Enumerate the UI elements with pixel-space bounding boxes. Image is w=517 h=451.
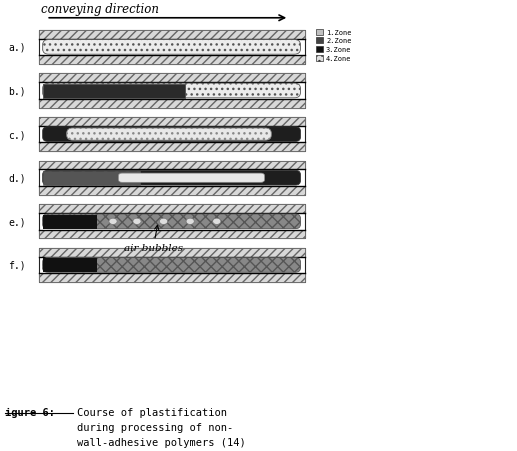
Bar bbox=[39, 230, 305, 239]
Text: conveying direction: conveying direction bbox=[41, 3, 159, 16]
Polygon shape bbox=[43, 259, 97, 273]
Polygon shape bbox=[43, 85, 185, 99]
Ellipse shape bbox=[109, 219, 117, 225]
Bar bbox=[39, 187, 305, 195]
Bar bbox=[39, 74, 305, 83]
Bar bbox=[39, 31, 305, 65]
Bar bbox=[39, 143, 305, 152]
Ellipse shape bbox=[186, 219, 194, 225]
FancyBboxPatch shape bbox=[43, 171, 300, 186]
Text: b.): b.) bbox=[8, 86, 26, 96]
Bar bbox=[39, 249, 305, 257]
Text: wall-adhesive polymers (14): wall-adhesive polymers (14) bbox=[77, 437, 246, 447]
Ellipse shape bbox=[133, 219, 141, 225]
FancyBboxPatch shape bbox=[43, 41, 300, 55]
FancyBboxPatch shape bbox=[43, 258, 300, 273]
Text: c.): c.) bbox=[8, 130, 26, 140]
Text: igure 6:: igure 6: bbox=[5, 407, 55, 418]
Bar bbox=[39, 31, 305, 40]
Text: d.): d.) bbox=[8, 173, 26, 183]
Ellipse shape bbox=[212, 219, 221, 225]
Bar bbox=[39, 118, 305, 127]
Polygon shape bbox=[43, 172, 140, 186]
FancyBboxPatch shape bbox=[43, 84, 300, 99]
Bar bbox=[316, 38, 324, 44]
Bar bbox=[39, 205, 305, 214]
FancyBboxPatch shape bbox=[43, 128, 300, 142]
Text: Course of plastification: Course of plastification bbox=[77, 407, 227, 418]
Bar bbox=[316, 30, 324, 36]
Bar bbox=[316, 47, 324, 53]
Text: a.): a.) bbox=[8, 43, 26, 53]
Bar bbox=[39, 274, 305, 282]
Text: e.): e.) bbox=[8, 217, 26, 227]
FancyBboxPatch shape bbox=[43, 215, 300, 229]
Bar bbox=[39, 161, 305, 195]
Bar bbox=[39, 249, 305, 282]
FancyBboxPatch shape bbox=[118, 174, 265, 183]
Bar bbox=[39, 74, 305, 108]
Text: 3.Zone: 3.Zone bbox=[326, 47, 352, 53]
Bar bbox=[39, 161, 305, 170]
FancyBboxPatch shape bbox=[67, 129, 271, 141]
Text: 1.Zone: 1.Zone bbox=[326, 30, 352, 36]
Polygon shape bbox=[43, 215, 97, 229]
Ellipse shape bbox=[159, 219, 168, 225]
Text: air bubbles: air bubbles bbox=[124, 226, 183, 253]
Text: 4.Zone: 4.Zone bbox=[326, 55, 352, 61]
Text: f.): f.) bbox=[8, 260, 26, 270]
Bar bbox=[39, 56, 305, 65]
Bar bbox=[39, 100, 305, 108]
Bar bbox=[316, 55, 324, 61]
Text: during processing of non-: during processing of non- bbox=[77, 423, 233, 433]
Bar bbox=[39, 205, 305, 239]
Bar bbox=[39, 118, 305, 152]
Text: 2.Zone: 2.Zone bbox=[326, 38, 352, 44]
